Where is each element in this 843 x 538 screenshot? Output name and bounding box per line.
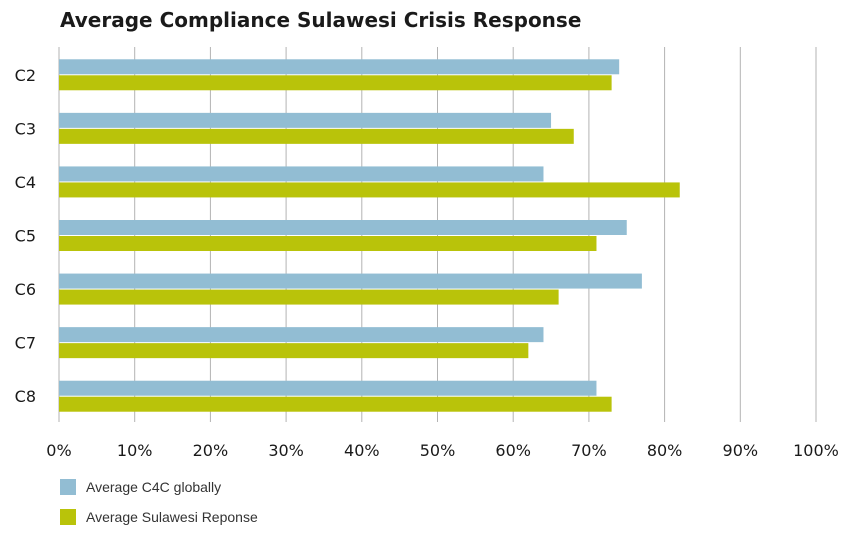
bar-global	[59, 59, 620, 75]
x-tick-label: 0%	[46, 441, 71, 460]
bar-global	[59, 220, 627, 235]
bar-chart: C2 C3 C4 C5 C6 C7 C8 0% 10% 20% 30% 40% 50% 60% 70% 80…	[15, 47, 839, 460]
x-tick-label: 60%	[495, 441, 531, 460]
x-tick-label: 30%	[268, 441, 304, 460]
x-tick-label: 70%	[571, 441, 607, 460]
category-label: C5	[15, 227, 36, 246]
x-tick-labels: 0% 10% 20% 30% 40% 50% 60% 70% 80% 90% 100%	[46, 441, 839, 460]
x-tick-label: 90%	[723, 441, 759, 460]
legend-item-sulawesi: Average Sulawesi Reponse	[60, 508, 258, 526]
category-labels: C2 C3 C4 C5 C6 C7 C8	[15, 66, 36, 406]
legend: Average C4C globally Average Sulawesi Re…	[60, 478, 258, 538]
bar-global	[59, 327, 544, 343]
category-label: C4	[15, 173, 36, 192]
category-label: C6	[15, 280, 36, 299]
bar-global	[59, 380, 597, 396]
bar-sulawesi	[59, 128, 574, 144]
bar-global	[59, 166, 544, 182]
x-tick-label: 20%	[193, 441, 229, 460]
bar-sulawesi	[59, 236, 597, 251]
bar-sulawesi	[59, 396, 612, 412]
bar-sulawesi	[59, 182, 680, 198]
bar-sulawesi	[59, 289, 559, 305]
category-label: C8	[15, 387, 36, 406]
bar-sulawesi	[59, 75, 612, 91]
x-tick-label: 80%	[647, 441, 683, 460]
category-label: C2	[15, 66, 36, 85]
category-label: C7	[15, 334, 36, 353]
legend-label-global: Average C4C globally	[86, 479, 222, 495]
category-label: C3	[15, 119, 36, 138]
legend-swatch-global	[60, 479, 76, 495]
bar-global	[59, 112, 552, 128]
chart-title: Average Compliance Sulawesi Crisis Respo…	[60, 8, 582, 32]
bars	[59, 59, 680, 412]
x-tick-label: 50%	[420, 441, 456, 460]
legend-item-global: Average C4C globally	[60, 478, 258, 496]
bar-sulawesi	[59, 343, 529, 359]
x-tick-label: 10%	[117, 441, 153, 460]
legend-swatch-sulawesi	[60, 509, 76, 525]
x-tick-label: 40%	[344, 441, 380, 460]
legend-label-sulawesi: Average Sulawesi Reponse	[86, 509, 258, 525]
bar-global	[59, 273, 642, 289]
x-tick-label: 100%	[793, 441, 839, 460]
